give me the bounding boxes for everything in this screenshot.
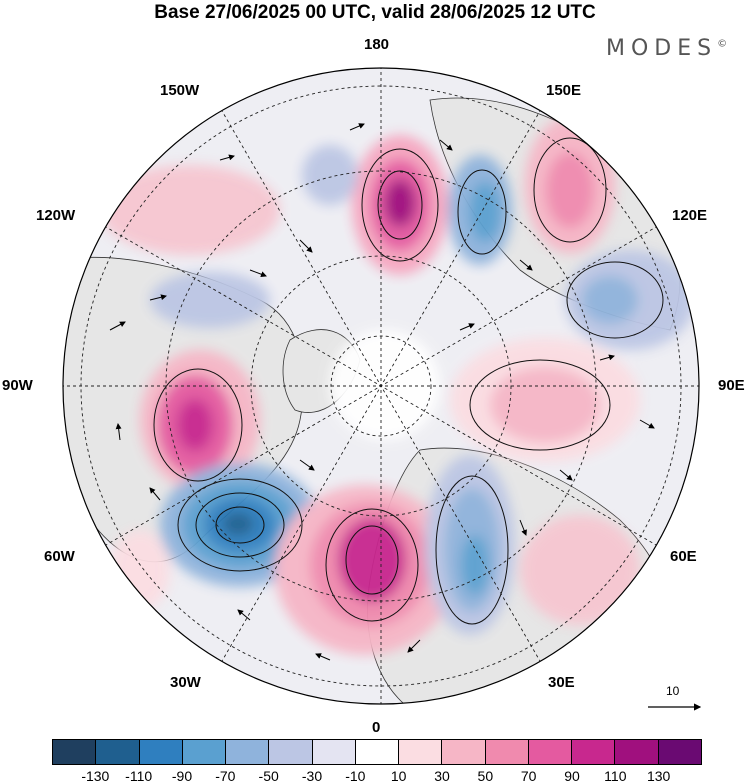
colorbar-tick-label: 110 xyxy=(604,768,627,784)
contours xyxy=(153,137,664,625)
colorbar-tick-label: -30 xyxy=(301,768,323,784)
lon-label-60w: 60W xyxy=(44,548,75,565)
brand-name: MODES xyxy=(606,36,718,61)
lon-label-30w: 30W xyxy=(170,674,201,691)
lon-label-180: 180 xyxy=(364,36,390,53)
colorbar-segment xyxy=(53,740,96,764)
brand-logo: MODES© xyxy=(606,36,727,61)
colorbar-segment xyxy=(138,740,182,764)
lon-label-150w: 150W xyxy=(160,82,200,99)
brand-mark: © xyxy=(717,38,728,50)
colorbar-segment xyxy=(398,740,442,764)
colorbar-segment xyxy=(614,740,658,764)
colorbar-segment xyxy=(268,740,312,764)
colorbar-tick-label: -10 xyxy=(345,768,366,784)
colorbar-tick-label: -90 xyxy=(171,768,193,784)
lon-label-120e: 120E xyxy=(672,207,708,224)
colorbar-segment xyxy=(95,740,139,764)
colorbar-segment xyxy=(225,740,269,764)
lon-label-90e: 90E xyxy=(718,377,745,394)
colorbar-tick-label: -70 xyxy=(215,768,236,784)
colorbar-tick-label: 70 xyxy=(520,768,537,784)
graticule xyxy=(63,68,699,704)
colorbar xyxy=(52,739,702,765)
colorbar-segment xyxy=(311,740,355,764)
lon-label-30e: 30E xyxy=(548,674,575,691)
colorbar-segment xyxy=(441,740,485,764)
colorbar-tick-label: -50 xyxy=(258,768,279,784)
lon-label-60e: 60E xyxy=(670,548,697,565)
wind-vectors xyxy=(109,123,655,661)
colorbar-segment xyxy=(657,740,701,764)
colorbar-segment xyxy=(181,740,226,764)
anomaly-field xyxy=(63,68,699,704)
colorbar-tick-label: 90 xyxy=(564,768,580,784)
colorbar-segment xyxy=(354,740,399,764)
colorbar-tick-label: 30 xyxy=(434,768,450,784)
colorbar-tick-label: 130 xyxy=(646,768,671,784)
colorbar-tick-label: 50 xyxy=(477,768,494,784)
colorbar-tick-label: -110 xyxy=(125,768,153,784)
polar-map xyxy=(62,67,702,711)
lon-label-150e: 150E xyxy=(546,82,582,99)
map-border xyxy=(62,67,700,705)
lon-label-90w: 90W xyxy=(2,377,33,394)
reference-vector-label: 10 xyxy=(666,684,680,698)
map-title: Base 27/06/2025 00 UTC, valid 28/06/2025… xyxy=(154,2,596,23)
colorbar-segment xyxy=(571,740,615,764)
colorbar-segment xyxy=(484,740,528,764)
colorbar-tick-label: 10 xyxy=(390,768,407,784)
colorbar-tick-label: -130 xyxy=(81,768,110,784)
colorbar-segment xyxy=(527,740,572,764)
lon-label-120w: 120W xyxy=(36,207,76,224)
lon-label-0: 0 xyxy=(372,719,381,736)
